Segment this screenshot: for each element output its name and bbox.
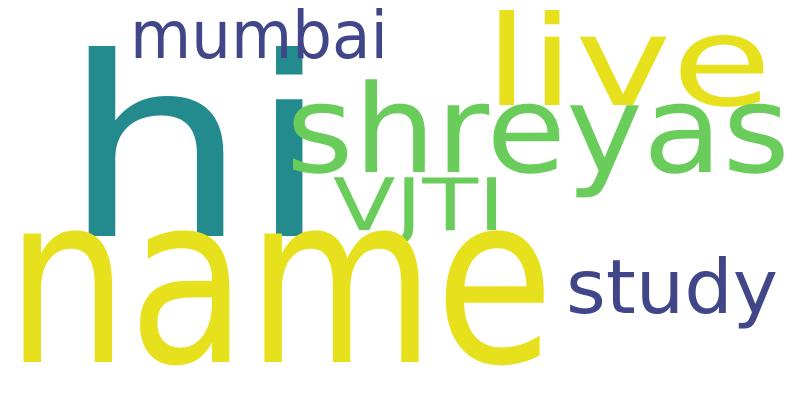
word-study: study [566, 243, 778, 331]
word-live: live [484, 0, 772, 135]
word-vjti: VJTI [333, 163, 505, 247]
word-shreyas: shreyas [286, 59, 790, 201]
word-name: name [6, 145, 554, 400]
word-mumbai: mumbai [130, 0, 388, 74]
word-hi: hi [62, 4, 330, 295]
